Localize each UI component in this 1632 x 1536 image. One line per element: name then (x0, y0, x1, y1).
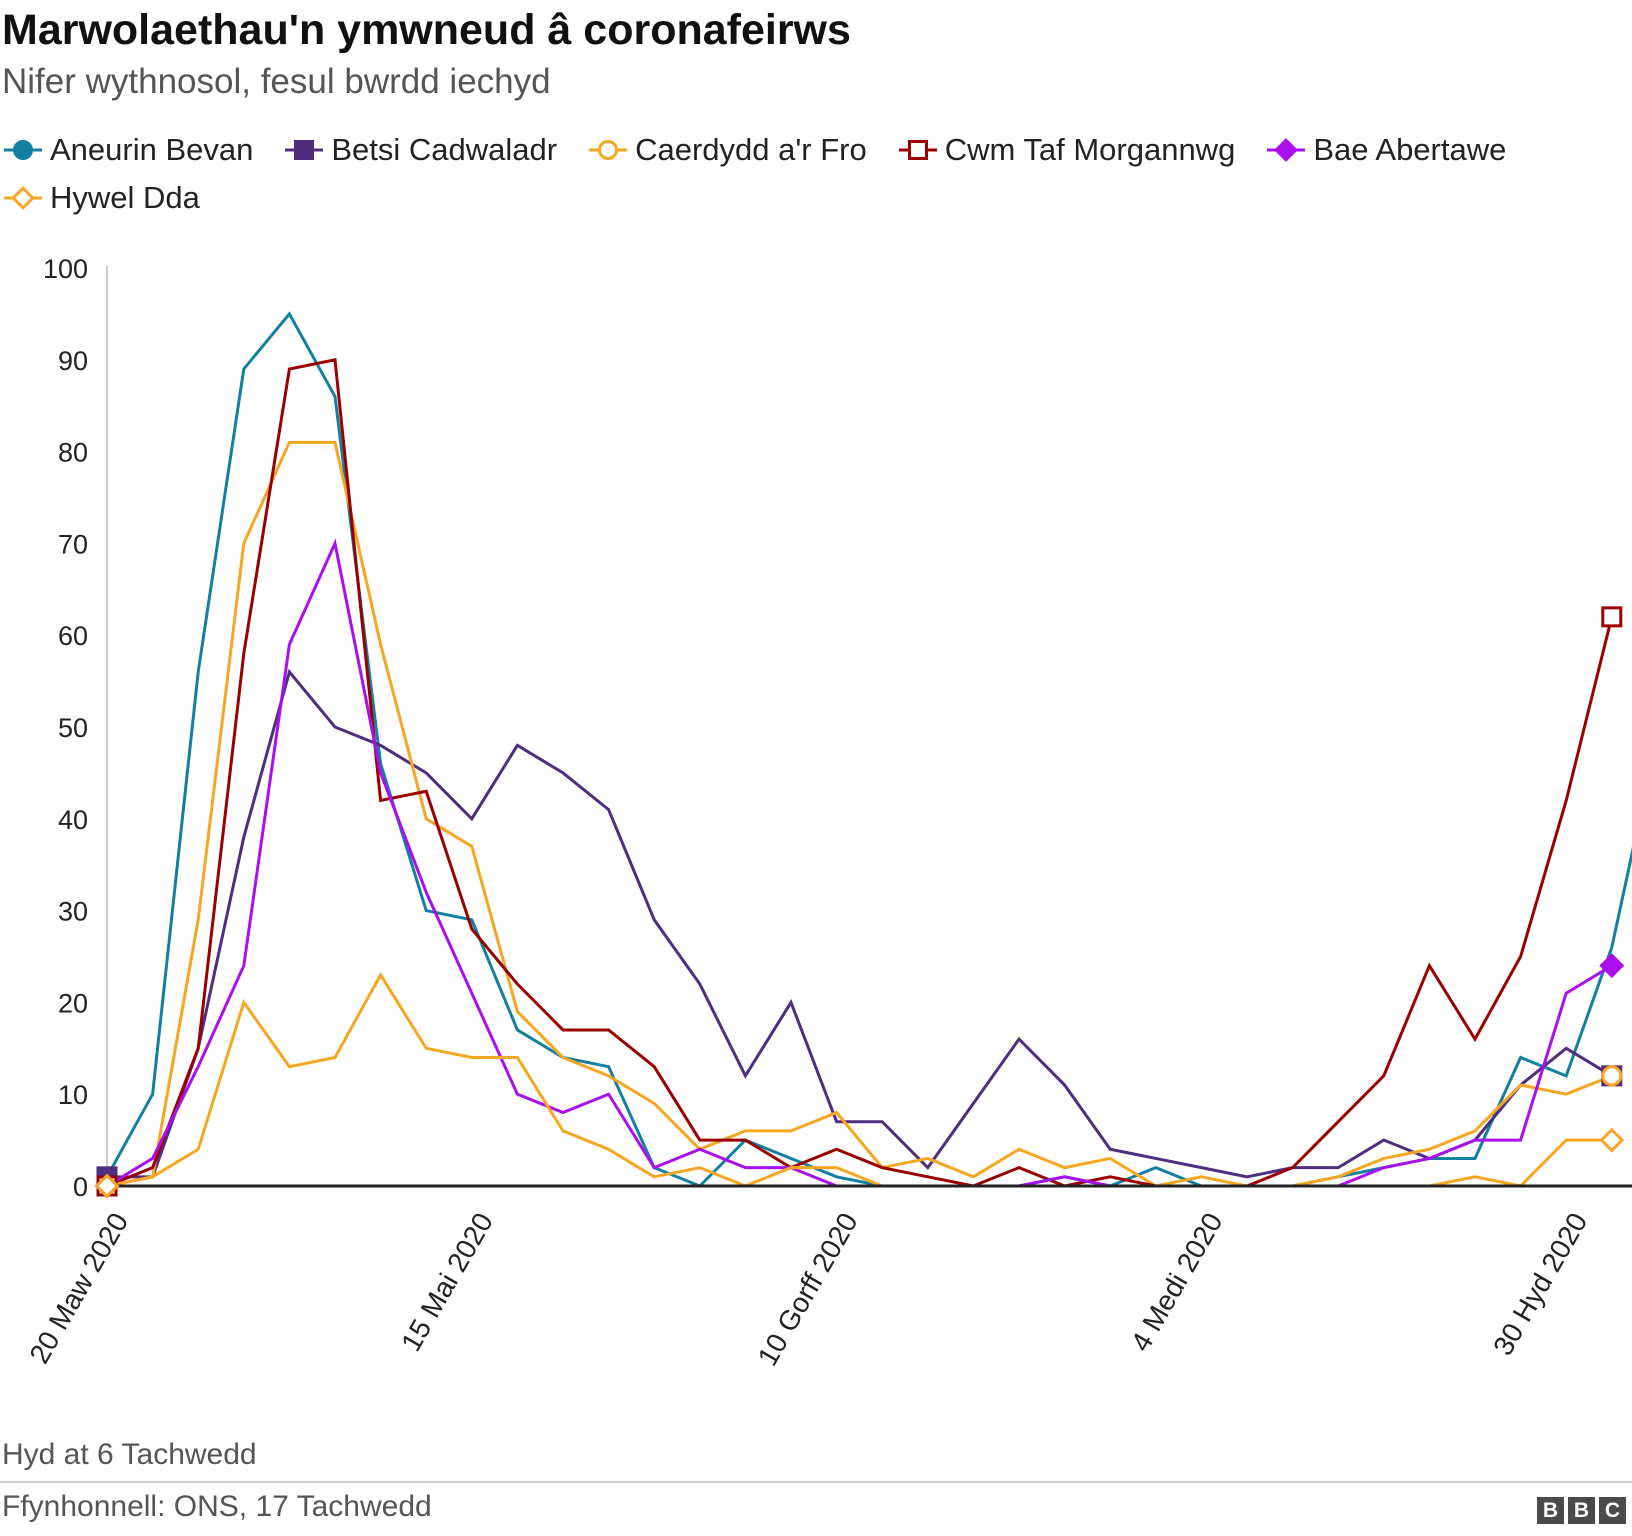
legend-swatch-marker (13, 140, 33, 160)
legend-label: Betsi Cadwaladr (331, 132, 558, 167)
legend-item-betsi-cadwaladr[interactable]: Betsi Cadwaladr (283, 130, 557, 170)
y-tick-label: 90 (58, 346, 88, 376)
y-tick-label: 70 (58, 529, 88, 559)
y-tick-label: 40 (58, 805, 88, 835)
line-chart: 0 10 20 30 40 50 60 70 80 90 100 20 Maw 2020 15 Mai … (23, 254, 1632, 1371)
series-line-hywel-dda (106, 971, 1612, 1188)
series-line-betsi-cadwaladr (107, 668, 1613, 1179)
bbc-logo-letter: B (1537, 1497, 1564, 1524)
y-tick-label: 80 (58, 438, 88, 468)
end-marker-bae-abertawe (1599, 953, 1625, 979)
legend-swatch-icon (4, 186, 42, 210)
chart-note: Hyd at 6 Tachwedd (2, 1438, 257, 1471)
legend-swatch-marker (598, 140, 619, 160)
y-tick-label: 50 (58, 713, 88, 743)
legend-label: Cwm Taf Morgannwg (944, 132, 1236, 167)
legend-swatch-marker (11, 186, 35, 210)
y-tick-label: 100 (43, 254, 88, 284)
y-tick-label: 30 (58, 897, 88, 927)
legend-item-cwm-taf-morgannwg[interactable]: Cwm Taf Morgannwg (897, 130, 1236, 170)
legend-label: Hywel Dda (50, 180, 200, 215)
legend-label: Caerdydd a'r Fro (635, 132, 867, 167)
start-marker-hywel-dda (94, 1173, 120, 1199)
legend-swatch-marker (294, 140, 315, 160)
legend-swatch-icon (898, 140, 937, 160)
legend-item-bae-abertawe[interactable]: Bae Abertawe (1265, 130, 1506, 170)
y-tick-label: 10 (58, 1080, 88, 1110)
bbc-logo-letter: B (1568, 1497, 1595, 1524)
y-tick-label: 0 (73, 1172, 88, 1202)
chart-legend: Aneurin Bevan Betsi Cadwaladr Caerdydd a'r… (2, 130, 1622, 218)
legend-swatch-marker (907, 140, 928, 160)
x-tick-label: 15 Mai 2020 (395, 1208, 499, 1357)
bbc-logo-letter: C (1599, 1497, 1626, 1524)
end-marker-cwm-taf-morgannwg (1601, 606, 1623, 628)
x-tick-label: 20 Maw 2020 (23, 1208, 134, 1369)
x-tick-label: 10 Gorff 2020 (752, 1208, 864, 1371)
x-tick-label: 30 Hyd 2020 (1487, 1208, 1593, 1361)
series-line-bae-abertawe (106, 538, 1613, 1188)
legend-swatch-icon (4, 140, 42, 160)
legend-swatch-icon (589, 140, 628, 160)
legend-swatch-icon (285, 140, 324, 160)
series-line-caerdydd-a-r-fro (106, 440, 1613, 1188)
y-tick-label: 20 (58, 988, 88, 1018)
series-line-cwm-taf-morgannwg (106, 358, 1614, 1188)
end-marker-hywel-dda (1599, 1127, 1625, 1153)
source-text: Ffynhonnell: ONS, 17 Tachwedd (2, 1490, 432, 1523)
legend-label: Bae Abertawe (1313, 132, 1507, 167)
chart-title: Marwolaethau'n ymwneud â coronafeirws (2, 6, 851, 54)
bbc-logo: B B C (1537, 1497, 1626, 1524)
legend-item-aneurin-bevan[interactable]: Aneurin Bevan (2, 130, 253, 170)
footer-divider (0, 1481, 1632, 1483)
legend-item-caerdydd-a-r-fro[interactable]: Caerdydd a'r Fro (587, 130, 867, 170)
legend-swatch-marker (1274, 138, 1299, 162)
x-tick-label: 4 Medi 2020 (1125, 1208, 1229, 1357)
legend-item-hywel-dda[interactable]: Hywel Dda (2, 178, 200, 218)
y-tick-label: 60 (58, 621, 88, 651)
legend-label: Aneurin Bevan (50, 132, 254, 167)
chart-subtitle: Nifer wythnosol, fesul bwrdd iechyd (2, 62, 551, 101)
end-marker-caerdydd-a-r-fro (1601, 1065, 1623, 1087)
legend-swatch-icon (1267, 138, 1306, 162)
